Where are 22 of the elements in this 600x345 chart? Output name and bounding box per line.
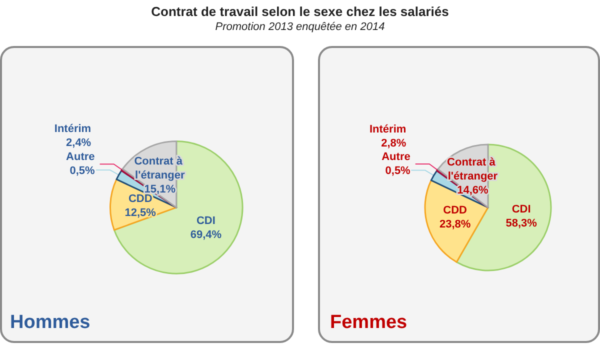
slice-label: Intérim	[54, 123, 92, 136]
slice-label: CDD	[443, 204, 468, 217]
text: Contrat de travail selon le sexe chez les salariés	[150, 4, 450, 19]
data-label: 58,3%	[506, 217, 538, 230]
data-label: 23,8%	[439, 218, 471, 231]
text: Promotion 2013 enquêtée en 2014	[214, 21, 386, 33]
slice-label: Intérim	[369, 123, 406, 136]
slice-label: CDD	[128, 192, 152, 205]
slice-label: Autre	[382, 150, 410, 163]
data-label: 2,4%	[66, 137, 92, 150]
slice-label: CDI	[196, 215, 216, 228]
slice-label: CDI	[512, 203, 531, 216]
slice-label: Contrat à l'étranger	[134, 155, 186, 182]
data-label: 12,5%	[124, 206, 156, 219]
slice-label: Autre	[66, 151, 95, 164]
text: Femmes	[330, 312, 408, 334]
slice-label: Contrat à l'étranger	[447, 156, 498, 183]
data-label: 69,4%	[190, 229, 222, 242]
data-label: 0,5%	[385, 164, 411, 177]
text: Hommes	[10, 312, 90, 334]
data-label: 2,8%	[381, 137, 406, 150]
data-label: 0,5%	[70, 165, 95, 178]
